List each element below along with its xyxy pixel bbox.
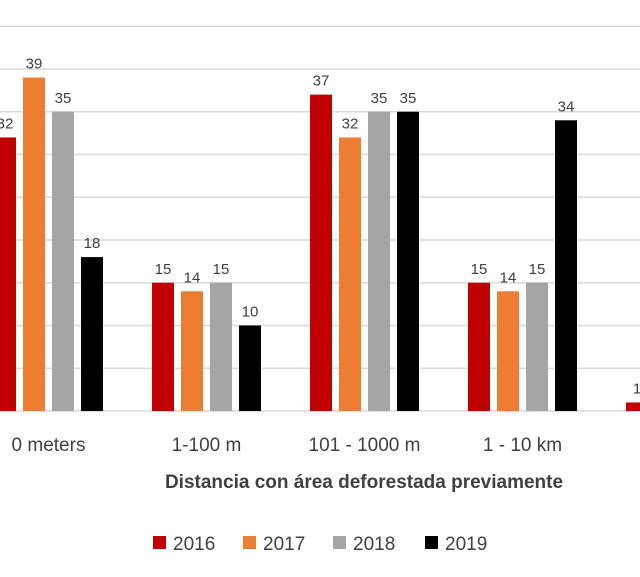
legend-item-2016: 2016	[153, 534, 215, 555]
value-label: 35	[400, 90, 417, 107]
bar-2019	[397, 111, 419, 411]
bar-2019	[555, 120, 577, 412]
legend-item-2018: 2018	[333, 534, 395, 555]
bar-2017	[339, 137, 361, 411]
bar-2017	[181, 291, 203, 411]
value-label: 35	[371, 90, 388, 107]
bar-2016	[468, 282, 490, 411]
value-label: 15	[155, 261, 172, 278]
category-label: 1 - 10 km	[483, 435, 562, 456]
bar-2016	[310, 94, 332, 412]
bar-2017	[497, 291, 519, 411]
value-label: 39	[26, 56, 43, 73]
value-label: 32	[0, 115, 13, 132]
bar-2016	[626, 402, 640, 411]
legend-label: 2016	[173, 534, 215, 555]
bar-2018	[52, 111, 74, 411]
value-label: 1	[633, 380, 640, 397]
value-label: 15	[213, 261, 230, 278]
bar-2018	[526, 282, 548, 411]
value-label: 15	[529, 261, 546, 278]
legend-swatch	[425, 536, 438, 549]
value-label: 14	[500, 269, 517, 286]
value-label: 37	[313, 73, 330, 90]
value-label: 32	[342, 115, 359, 132]
value-label: 10	[242, 304, 259, 321]
bar-2017	[23, 77, 45, 412]
legend-item-2017: 2017	[243, 534, 305, 555]
value-label: 35	[55, 90, 72, 107]
legend-item-2019: 2019	[425, 534, 487, 555]
value-label: 15	[471, 261, 488, 278]
x-axis-title: Distancia con área deforestada previamen…	[165, 472, 563, 493]
bar-2019	[81, 257, 103, 411]
bar-2018	[368, 111, 390, 411]
bar-2019	[239, 325, 261, 411]
value-label: 18	[84, 235, 101, 252]
legend-swatch	[243, 536, 256, 549]
bar-2018	[210, 282, 232, 411]
value-label: 34	[558, 98, 575, 115]
legend-label: 2019	[445, 534, 487, 555]
legend-label: 2018	[353, 534, 395, 555]
value-label: 14	[184, 269, 201, 286]
category-label: 0 meters	[12, 435, 86, 456]
legend-swatch	[333, 536, 346, 549]
category-label: 1-100 m	[172, 435, 242, 456]
category-label: 101 - 1000 m	[309, 435, 421, 456]
legend-swatch	[153, 536, 166, 549]
bar-2016	[0, 137, 16, 411]
legend-label: 2017	[263, 534, 305, 555]
bar-2016	[152, 282, 174, 411]
